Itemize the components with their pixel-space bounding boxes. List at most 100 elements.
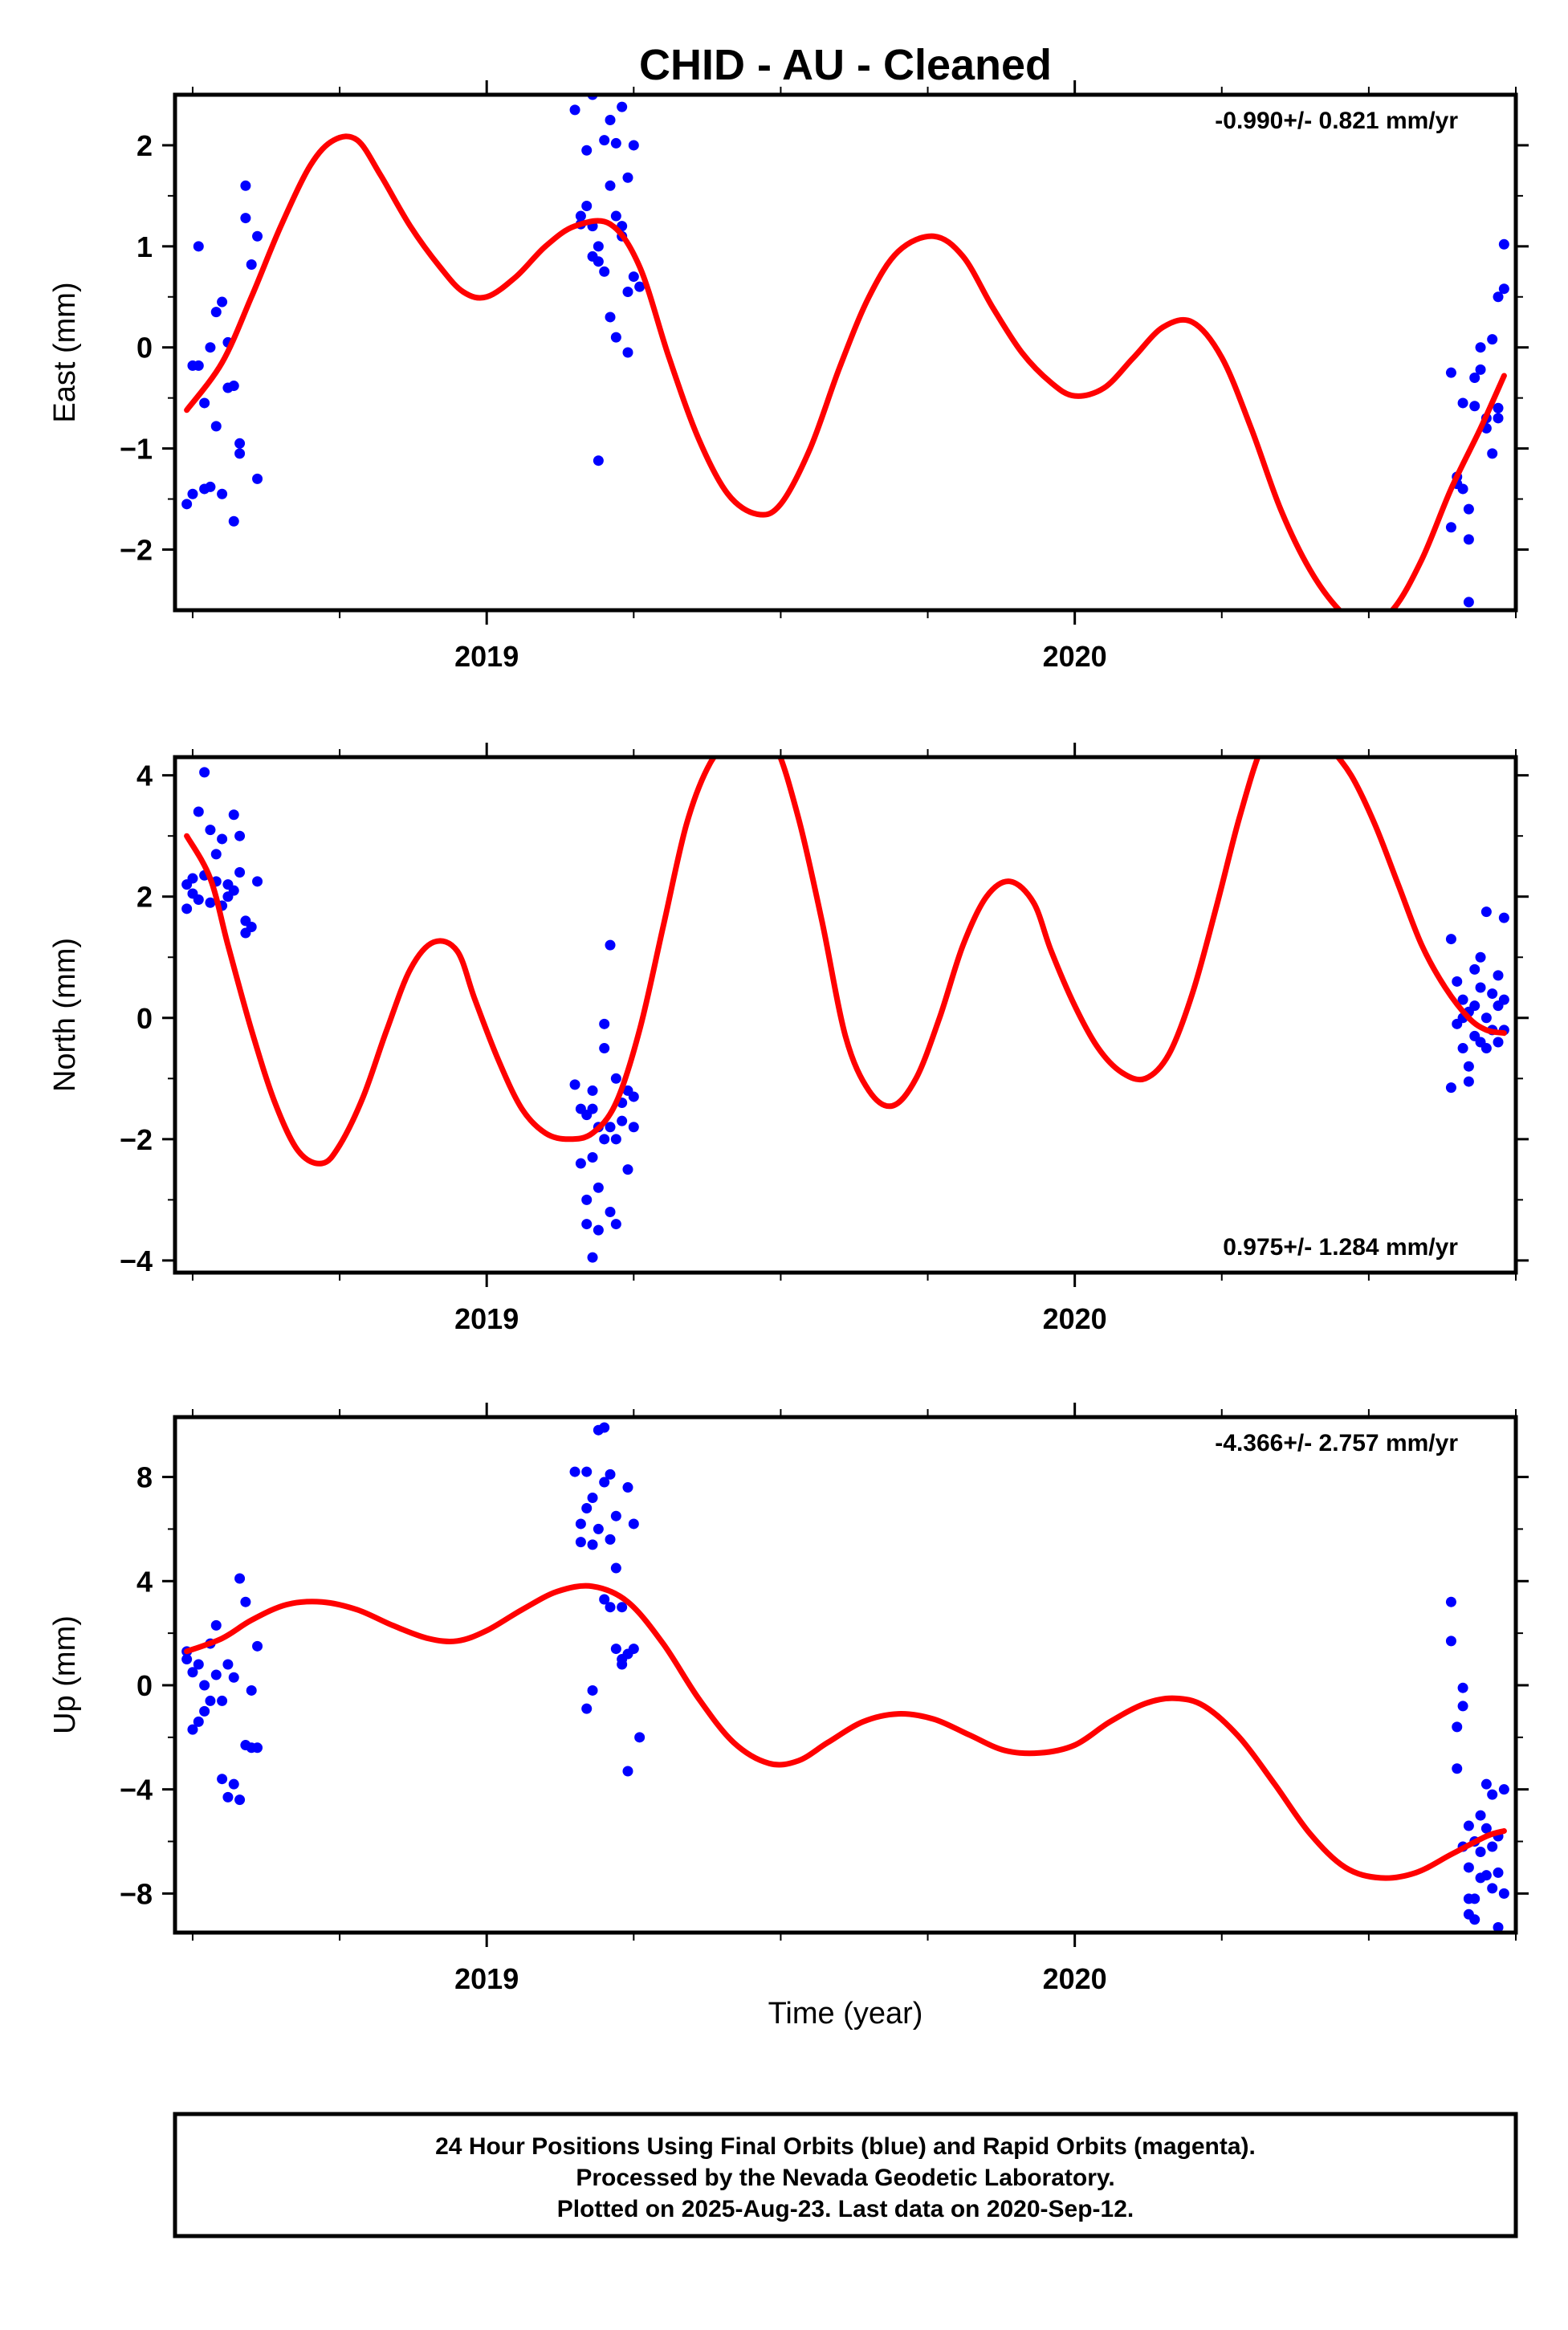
data-point — [217, 1774, 228, 1785]
north-model-curve — [184, 757, 1507, 1167]
data-point — [622, 286, 633, 297]
data-point — [593, 1523, 604, 1534]
up-rate-label: -4.366+/- 2.757 mm/yr — [1215, 1430, 1458, 1456]
y-tick-label: −2 — [120, 1123, 153, 1156]
data-point — [199, 1705, 210, 1717]
data-point — [575, 1518, 586, 1530]
data-point — [187, 873, 198, 884]
north-plot-frame — [173, 755, 1518, 1275]
data-point — [210, 307, 222, 318]
data-point — [217, 1695, 228, 1706]
data-point — [1452, 1763, 1463, 1774]
data-point — [210, 1669, 222, 1680]
data-point — [246, 1684, 257, 1696]
y-tick-label: 4 — [136, 760, 153, 792]
data-point — [1457, 483, 1468, 495]
data-point — [593, 241, 604, 252]
data-point — [610, 1510, 621, 1521]
up-model-curve — [184, 1583, 1507, 1881]
y-tick-label: −2 — [120, 533, 153, 566]
data-point — [1487, 1883, 1498, 1894]
data-point — [605, 1468, 616, 1480]
east-model-curve — [184, 133, 1507, 610]
data-point — [587, 1493, 598, 1504]
data-point — [1475, 951, 1486, 963]
east-data-points — [181, 95, 1509, 608]
data-point — [610, 1644, 621, 1655]
data-point — [1480, 1823, 1492, 1834]
data-point — [240, 1596, 251, 1607]
data-point — [593, 256, 604, 267]
data-point — [222, 1659, 234, 1670]
data-point — [199, 397, 210, 409]
data-point — [234, 830, 246, 841]
data-point — [181, 903, 193, 914]
data-point — [575, 1537, 586, 1548]
y-tick-label: 0 — [136, 332, 153, 365]
data-point — [1452, 1721, 1463, 1733]
data-point — [217, 833, 228, 845]
y-tick-label: 2 — [136, 129, 153, 162]
data-point — [628, 1644, 639, 1655]
data-point — [199, 767, 210, 778]
x-tick-label: 2020 — [1043, 1302, 1107, 1335]
data-point — [628, 1518, 639, 1530]
data-point — [210, 849, 222, 860]
data-point — [193, 1716, 204, 1727]
data-point — [217, 296, 228, 308]
data-point — [1457, 1043, 1468, 1054]
data-point — [1457, 1701, 1468, 1712]
data-point — [240, 180, 251, 191]
data-point — [1457, 994, 1468, 1005]
data-point — [581, 1703, 593, 1714]
data-point — [1487, 448, 1498, 459]
data-point — [1498, 238, 1509, 250]
data-point — [587, 1252, 598, 1263]
data-point — [1493, 1867, 1504, 1878]
data-point — [605, 1206, 616, 1217]
data-point — [569, 1466, 580, 1477]
data-point — [252, 1640, 263, 1652]
data-point — [228, 515, 239, 527]
data-point — [205, 897, 216, 908]
y-tick-label: 8 — [136, 1461, 153, 1494]
data-point — [1469, 963, 1480, 975]
data-point — [599, 1422, 610, 1433]
data-point — [1480, 1870, 1492, 1881]
x-tick-label: 2020 — [1043, 1962, 1107, 1995]
data-point — [634, 281, 646, 292]
data-point — [605, 114, 616, 125]
data-point — [181, 499, 193, 510]
data-point — [187, 1724, 198, 1735]
data-point — [1445, 367, 1456, 378]
data-point — [575, 1158, 586, 1169]
data-point — [622, 1482, 633, 1493]
up-plot-frame — [173, 1415, 1518, 1935]
data-point — [252, 1742, 263, 1754]
data-point — [1493, 402, 1504, 413]
data-point — [1493, 1037, 1504, 1048]
data-point — [205, 825, 216, 836]
data-point — [617, 101, 628, 112]
data-point — [599, 1043, 610, 1054]
data-point — [1445, 522, 1456, 533]
data-point — [187, 1667, 198, 1678]
data-point — [605, 1122, 616, 1133]
footer-box — [173, 2112, 1518, 2238]
data-point — [587, 1684, 598, 1696]
footer-line-2: Processed by the Nevada Geodetic Laborat… — [576, 2165, 1114, 2191]
data-point — [610, 210, 621, 222]
data-point — [1498, 1784, 1509, 1795]
data-point — [622, 172, 633, 183]
data-point — [593, 1224, 604, 1236]
x-tick-label: 2019 — [454, 1962, 519, 1995]
footer-line-3: Plotted on 2025-Aug-23. Last data on 202… — [557, 2196, 1134, 2222]
data-point — [205, 342, 216, 353]
data-point — [605, 312, 616, 323]
north-rate-label: 0.975+/- 1.284 mm/yr — [1223, 1234, 1458, 1261]
east-panel: 2019 2020 −2 −1 0 1 2 East (mm) -0.990+/- 0.821 … — [48, 80, 1529, 673]
data-point — [599, 1018, 610, 1029]
data-point — [234, 438, 246, 449]
data-point — [587, 1085, 598, 1096]
